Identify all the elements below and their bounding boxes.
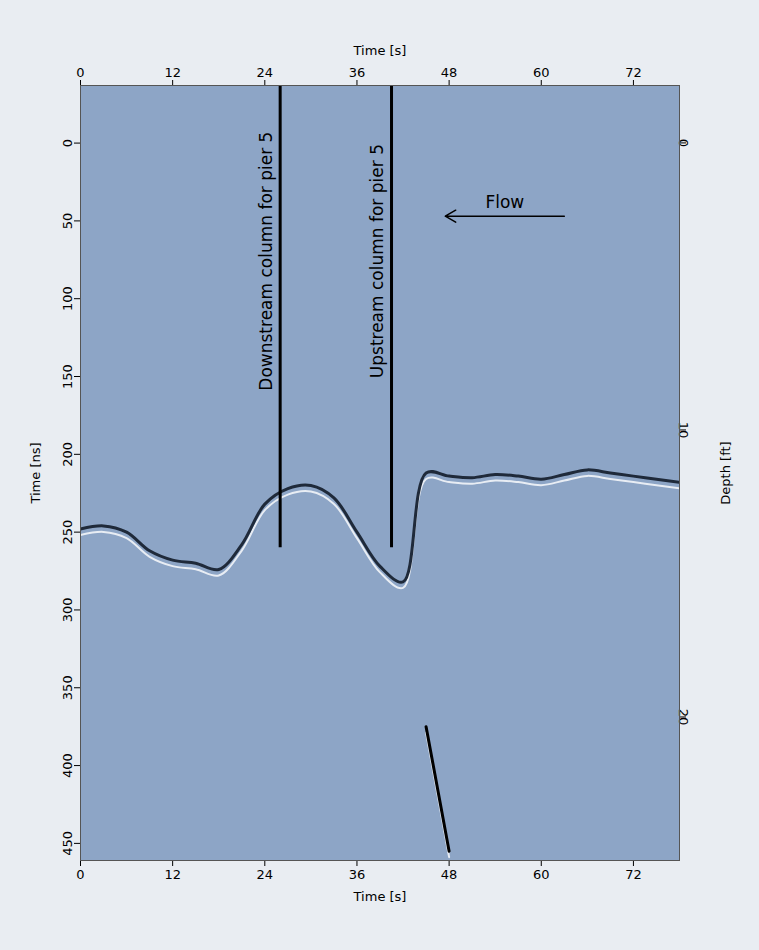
svg-text:36: 36 <box>349 65 366 80</box>
svg-text:300: 300 <box>60 598 75 623</box>
svg-text:24: 24 <box>257 867 274 882</box>
svg-text:20: 20 <box>676 709 691 726</box>
svg-text:12: 12 <box>164 867 181 882</box>
svg-text:400: 400 <box>60 753 75 778</box>
svg-text:48: 48 <box>441 867 458 882</box>
svg-text:Depth [ft]: Depth [ft] <box>718 441 733 504</box>
svg-text:0: 0 <box>76 65 84 80</box>
svg-text:Time [s]: Time [s] <box>353 889 407 904</box>
svg-text:72: 72 <box>625 867 642 882</box>
svg-text:350: 350 <box>60 675 75 700</box>
svg-text:60: 60 <box>533 65 550 80</box>
svg-text:60: 60 <box>533 867 550 882</box>
svg-text:100: 100 <box>60 286 75 311</box>
svg-text:0: 0 <box>60 139 75 147</box>
svg-text:200: 200 <box>60 442 75 467</box>
svg-text:48: 48 <box>441 65 458 80</box>
svg-text:72: 72 <box>625 65 642 80</box>
svg-text:450: 450 <box>60 831 75 856</box>
svg-text:Upstream column for pier 5: Upstream column for pier 5 <box>367 144 387 378</box>
svg-text:0: 0 <box>76 867 84 882</box>
svg-text:Downstream column for pier 5: Downstream column for pier 5 <box>256 132 276 391</box>
svg-text:Flow: Flow <box>485 192 524 212</box>
svg-text:0: 0 <box>676 139 691 147</box>
svg-text:Time [s]: Time [s] <box>353 43 407 58</box>
svg-text:150: 150 <box>60 364 75 389</box>
svg-text:10: 10 <box>676 422 691 439</box>
svg-text:24: 24 <box>257 65 274 80</box>
svg-text:Time [ns]: Time [ns] <box>28 442 43 504</box>
svg-text:36: 36 <box>349 867 366 882</box>
svg-text:250: 250 <box>60 520 75 545</box>
svg-text:50: 50 <box>60 213 75 230</box>
svg-text:12: 12 <box>164 65 181 80</box>
